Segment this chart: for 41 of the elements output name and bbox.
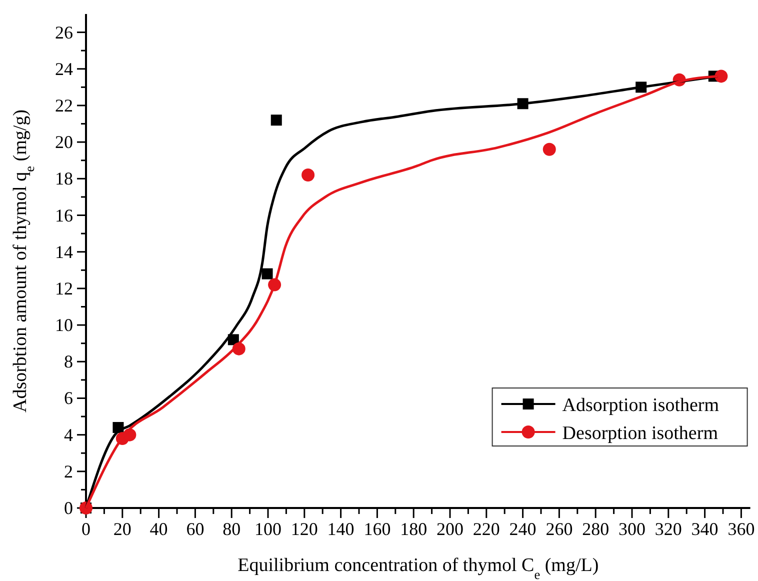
x-tick-label: 40: [150, 519, 168, 539]
x-tick-label: 80: [222, 519, 241, 539]
y-tick-label: 16: [55, 205, 73, 226]
y-tick-label: 20: [55, 132, 73, 152]
x-tick-label: 240: [509, 519, 536, 539]
y-tick-label: 14: [55, 242, 73, 262]
y-tick-label: 24: [55, 58, 73, 79]
y-tick-label: 8: [64, 352, 73, 372]
point: [302, 168, 315, 182]
x-tick-label: 160: [364, 519, 391, 539]
legend-label: Desorption isotherm: [562, 423, 718, 444]
y-tick-label: 4: [64, 424, 73, 445]
y-tick-label: 6: [64, 388, 73, 408]
point: [270, 114, 282, 126]
x-tick-label: 120: [290, 519, 318, 539]
x-tick-label: 220: [472, 519, 500, 539]
y-tick-label: 12: [55, 278, 73, 298]
x-tick-label: 0: [82, 519, 90, 539]
point: [542, 142, 556, 156]
x-tick-label: 20: [113, 519, 132, 539]
x-tick-label: 100: [254, 519, 282, 539]
x-tick-label: 320: [654, 519, 682, 539]
x-tick-label: 180: [400, 519, 428, 539]
x-tick-label: 300: [618, 519, 646, 539]
x-tick-label: 280: [582, 519, 610, 539]
x-tick-label: 340: [691, 519, 718, 539]
y-tick-label: 18: [55, 168, 73, 189]
x-tick-label: 140: [327, 519, 354, 539]
point: [714, 70, 728, 83]
y-tick-label: 26: [55, 22, 73, 42]
y-tick-label: 10: [55, 315, 73, 336]
y-tick-label: 22: [55, 95, 73, 116]
point: [262, 268, 273, 280]
x-axis-title: Equilibrium concentration of thymol C$_{e}$ (mg/L): [238, 555, 599, 581]
x-tick-label: 360: [728, 519, 755, 539]
x-tick-label: 200: [436, 519, 464, 539]
y-tick-label: 2: [64, 461, 73, 482]
x-tick-label: 60: [186, 519, 204, 539]
legend-label: Adsorption isotherm: [562, 395, 720, 416]
x-tick-label: 260: [546, 519, 573, 539]
y-tick-label: 0: [64, 498, 73, 518]
